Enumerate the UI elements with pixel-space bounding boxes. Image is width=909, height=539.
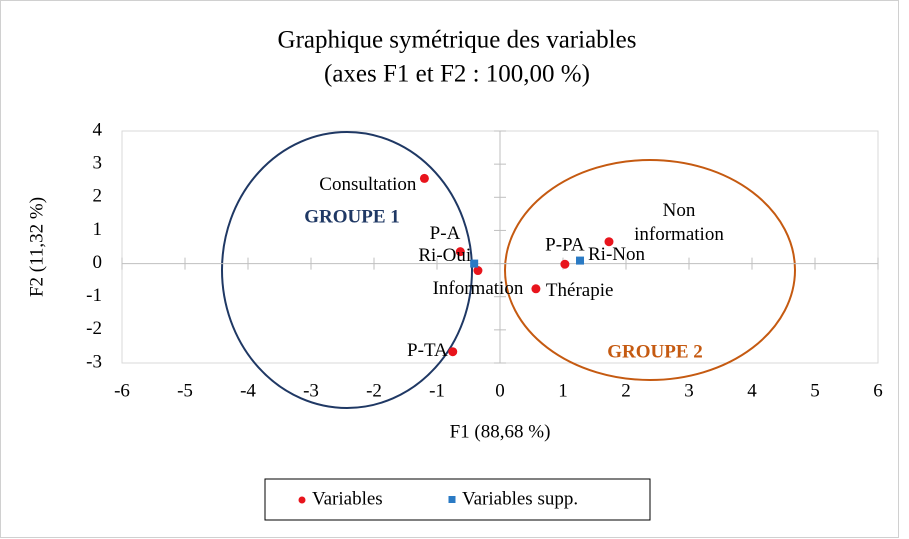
point <box>470 259 479 268</box>
x-tick-label: 1 <box>558 380 568 401</box>
legend-label: Variables <box>312 488 383 509</box>
x-tick-label: -1 <box>429 380 445 401</box>
group-label: GROUPE 1 <box>304 206 400 227</box>
legend-swatch <box>448 496 456 503</box>
y-tick-label: -2 <box>86 318 102 339</box>
point-label: Ri-Non <box>588 244 646 265</box>
x-tick-label: 6 <box>873 380 883 401</box>
point <box>473 266 483 276</box>
chart-title: Graphique symétrique des variables <box>278 27 637 54</box>
x-tick-label: -2 <box>366 380 382 401</box>
point <box>448 347 458 357</box>
legend-label: Variables supp. <box>462 488 578 509</box>
point <box>419 173 429 183</box>
y-tick-label: 3 <box>93 153 103 174</box>
point-label: Consultation <box>319 174 417 195</box>
point-label: information <box>634 224 724 245</box>
point-label: P-TA <box>407 340 448 361</box>
x-tick-label: 2 <box>621 380 631 401</box>
point-label: P-A <box>430 223 461 244</box>
y-tick-label: -1 <box>86 285 102 306</box>
y-tick-label: 0 <box>93 252 103 273</box>
point-label: Ri-Oui <box>418 245 471 266</box>
point <box>604 237 614 247</box>
point <box>531 284 541 294</box>
group-ellipse <box>221 131 473 409</box>
point-label: Thérapie <box>546 280 614 301</box>
point <box>455 247 465 257</box>
chart-subtitle: (axes F1 et F2 : 100,00 %) <box>324 61 590 88</box>
y-tick-label: 4 <box>93 119 103 140</box>
group-label: GROUPE 2 <box>607 341 703 362</box>
x-tick-label: -4 <box>240 380 256 401</box>
point <box>560 259 570 269</box>
x-tick-label: -6 <box>114 380 130 401</box>
legend-swatch <box>298 496 306 504</box>
x-axis-label: F1 (88,68 %) <box>450 421 551 442</box>
point-label: P-PA <box>545 235 585 256</box>
y-tick-label: 1 <box>93 219 103 240</box>
y-tick-label: 2 <box>93 186 103 207</box>
x-tick-label: 5 <box>810 380 820 401</box>
point <box>576 256 585 265</box>
group-ellipse <box>504 159 796 381</box>
x-tick-label: 0 <box>495 380 505 401</box>
y-axis-label: F2 (11,32 %) <box>26 197 47 297</box>
point-label: Information <box>433 278 524 299</box>
y-tick-label: -3 <box>86 351 102 372</box>
legend <box>264 478 651 521</box>
point-label: Non <box>663 200 696 221</box>
x-tick-label: -5 <box>177 380 193 401</box>
x-tick-label: 3 <box>684 380 694 401</box>
x-tick-label: -3 <box>303 380 319 401</box>
x-tick-label: 4 <box>747 380 757 401</box>
